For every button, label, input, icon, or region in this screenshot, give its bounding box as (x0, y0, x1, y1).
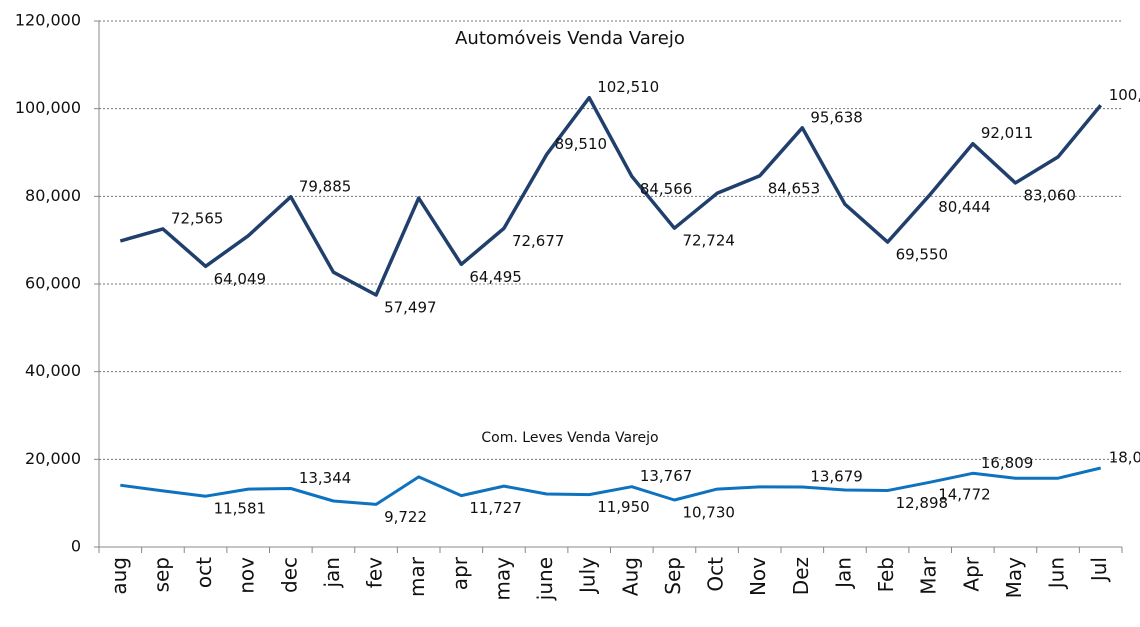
data-label: 13,679 (810, 468, 863, 486)
x-tick-label: Dez (789, 557, 813, 595)
data-label: 11,581 (214, 500, 267, 518)
data-label: 95,638 (810, 108, 863, 126)
x-tick-label: Sep (661, 557, 685, 595)
x-tick-label: Jul (1087, 557, 1111, 583)
x-tick-label: mar (405, 556, 429, 597)
data-label: 16,809 (981, 454, 1034, 472)
x-tick-label: nov (235, 557, 259, 594)
x-tick-label: sep (149, 557, 173, 592)
y-tick-label: 20,000 (25, 449, 81, 468)
data-label: 84,653 (768, 179, 821, 197)
x-tick-label: may (490, 557, 514, 601)
data-label: 18,027 (1109, 448, 1140, 466)
x-tick-label: Nov (746, 557, 770, 596)
data-label: 84,566 (640, 180, 693, 198)
y-tick-label: 60,000 (25, 274, 81, 293)
x-tick-label: May (1002, 557, 1026, 599)
data-label: 10,730 (682, 503, 735, 521)
data-label: 13,344 (299, 469, 352, 487)
y-tick-label: 80,000 (25, 186, 81, 205)
data-label: 100,775 (1109, 86, 1140, 104)
data-label: 102,510 (597, 78, 659, 96)
data-label: 64,049 (214, 270, 267, 288)
x-tick-label: jan (320, 557, 344, 589)
data-label: 72,724 (682, 232, 735, 250)
data-label: 14,772 (938, 486, 991, 504)
x-tick-label: apr (448, 556, 472, 590)
data-label: 13,767 (640, 467, 693, 485)
data-label: 80,444 (938, 198, 991, 216)
x-tick-label: Aug (618, 557, 642, 596)
x-tick-label: Apr (959, 556, 983, 591)
x-tick-label: fev (363, 557, 387, 588)
y-tick-label: 40,000 (25, 361, 81, 380)
data-label: 11,950 (597, 498, 650, 516)
data-label: 12,898 (896, 494, 949, 512)
series-title: Automóveis Venda Varejo (455, 28, 685, 49)
x-tick-label: dec (277, 557, 301, 593)
x-tick-label: june (533, 557, 557, 601)
series-line (119, 95, 1103, 297)
x-tick-label: Oct (704, 557, 728, 592)
x-tick-label: oct (192, 557, 216, 588)
x-tick-label: Jun (1045, 557, 1069, 590)
data-label: 89,510 (555, 135, 608, 153)
series-line (120, 466, 1102, 506)
x-tick-label: Feb (874, 557, 898, 592)
data-label: 9,722 (384, 508, 427, 526)
data-label: 72,677 (512, 232, 565, 250)
x-tick-label: Jan (831, 557, 855, 590)
data-label: 11,727 (469, 499, 522, 517)
x-tick-label: July (576, 557, 600, 595)
data-label: 72,565 (171, 209, 224, 227)
data-label: 79,885 (299, 177, 352, 195)
x-tick-label: Mar (917, 556, 941, 595)
x-tick-label: aug (107, 557, 131, 595)
y-tick-label: 100,000 (15, 98, 81, 117)
data-label: 92,011 (981, 124, 1034, 142)
series-title: Com. Leves Venda Varejo (481, 430, 658, 446)
data-label: 69,550 (896, 246, 949, 264)
data-label: 64,495 (469, 268, 522, 286)
data-label: 83,060 (1023, 186, 1076, 204)
y-tick-label: 0 (71, 537, 81, 556)
data-label: 57,497 (384, 298, 437, 316)
y-tick-label: 120,000 (15, 11, 81, 30)
